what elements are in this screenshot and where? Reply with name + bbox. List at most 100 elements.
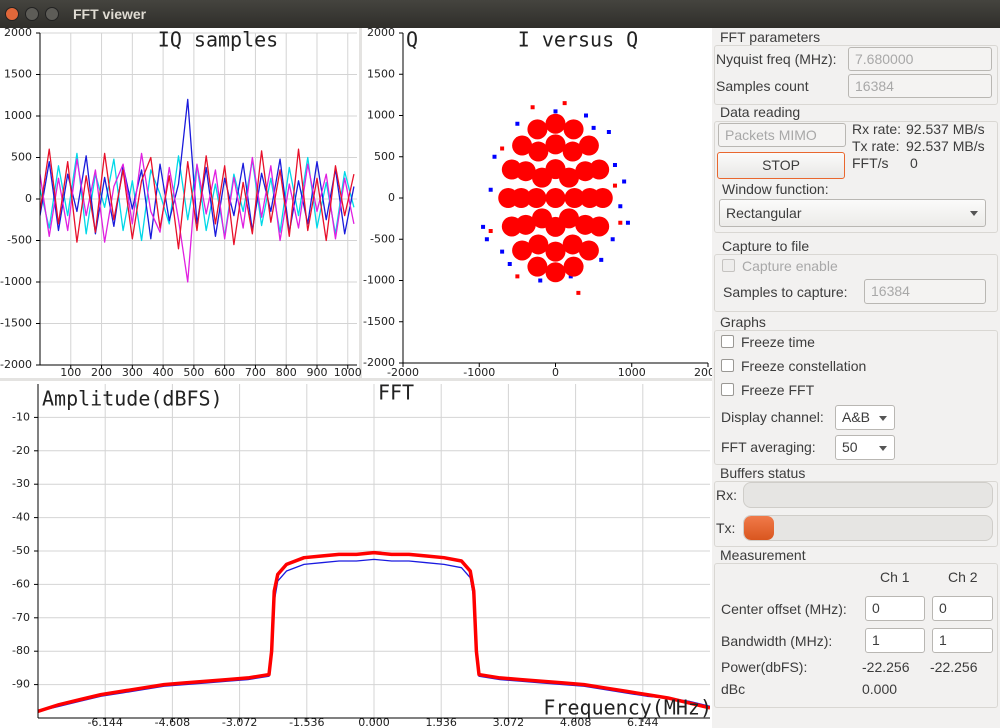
checkbox[interactable] [721, 359, 734, 372]
group-frame [714, 254, 998, 312]
field-label: FFT/s [852, 155, 889, 171]
group-title: Graphs [720, 314, 766, 330]
progress-bar [743, 482, 993, 508]
point [564, 188, 585, 208]
group-title: Buffers status [720, 465, 806, 481]
field-label: Display channel: [721, 409, 824, 425]
field-value: -22.256 [930, 659, 978, 675]
text-field[interactable]: 1 [932, 628, 993, 653]
field-label: Tx: [716, 520, 736, 536]
close-button[interactable] [5, 7, 19, 21]
chart-title: IQ samples [158, 28, 278, 52]
point [562, 141, 583, 162]
point [562, 234, 583, 255]
checkbox[interactable] [721, 335, 734, 348]
x-tick-label: 0 [552, 366, 559, 379]
plot-area [481, 101, 630, 295]
text-field[interactable]: 0 [865, 596, 925, 621]
field-label: dBc [721, 681, 746, 697]
point [599, 257, 604, 262]
chart-title: I versus Q [518, 28, 638, 52]
x-tick-label: 1000 [334, 366, 362, 379]
checkbox [722, 259, 735, 272]
point [568, 274, 573, 279]
x-tick-label: -2000 [387, 366, 419, 379]
text-field[interactable]: 1 [865, 628, 925, 653]
y-tick-label: -80 [12, 644, 30, 657]
x-tick-label: 1.536 [425, 716, 457, 728]
y-tick-label: -10 [12, 410, 30, 423]
point [528, 141, 549, 162]
text-field[interactable]: 7.680000 [848, 47, 992, 71]
point [498, 188, 519, 208]
point [591, 125, 596, 130]
y-tick-label: 1500 [367, 67, 395, 80]
point [592, 188, 613, 208]
x-tick-label: 1000 [618, 366, 646, 379]
x-tick-label: -6.144 [87, 716, 122, 728]
point [492, 154, 497, 159]
y-tick-label: -20 [12, 444, 30, 457]
point [507, 262, 512, 266]
minimize-button[interactable] [25, 7, 39, 21]
point [610, 237, 615, 242]
point [545, 262, 566, 283]
group-title: Measurement [720, 547, 806, 563]
checkbox[interactable] [721, 383, 734, 396]
series-line [40, 152, 355, 283]
spin-box[interactable]: 16384 [864, 279, 986, 304]
y-tick-label: -500 [7, 234, 32, 247]
y-tick-label: 500 [374, 150, 395, 163]
checkbox-label: Capture enable [742, 258, 838, 274]
spin-box[interactable]: 50 [835, 435, 895, 460]
point [484, 237, 489, 242]
point [589, 159, 610, 180]
group-frame [714, 481, 998, 547]
point [589, 216, 610, 237]
group-frame [714, 330, 998, 465]
spin-box[interactable]: A&B [835, 405, 895, 430]
field-label: Power(dbFS): [721, 659, 808, 675]
window-title: FFT viewer [73, 6, 147, 22]
field-label: Window function: [722, 181, 829, 197]
y-tick-label: -2000 [0, 358, 32, 371]
field-label: Rx: [716, 487, 737, 503]
series-line [38, 550, 710, 713]
field-value: 92.537 MB/s [906, 138, 985, 154]
x-tick-label: 600 [214, 366, 235, 379]
field-label: Rx rate: [852, 121, 902, 137]
x-tick-label: 300 [122, 366, 143, 379]
title-bar: FFT viewer [0, 0, 1000, 28]
field-label: Nyquist freq (MHz): [716, 51, 837, 67]
checkbox-label: Freeze time [741, 334, 815, 350]
point [606, 130, 611, 134]
point [563, 119, 584, 140]
x-tick-label: 400 [153, 366, 174, 379]
spin-box[interactable]: 16384 [848, 74, 992, 98]
group-frame [714, 45, 998, 105]
field-label: Tx rate: [852, 138, 900, 154]
y-tick-label: 1500 [4, 68, 32, 81]
y-tick-label: -50 [12, 544, 30, 557]
dropdown[interactable]: Packets MIMO [718, 123, 846, 147]
text-field[interactable]: 0 [932, 596, 993, 621]
field-value: -22.256 [862, 659, 910, 675]
dropdown[interactable]: Rectangular [719, 199, 986, 227]
point [527, 119, 548, 140]
y-tick-label: 500 [11, 151, 32, 164]
field-label: Bandwidth (MHz): [721, 633, 833, 649]
x-tick-label: 4.608 [560, 716, 592, 728]
stop-button[interactable]: STOP [717, 152, 845, 179]
y-tick-label: -1000 [0, 275, 32, 288]
y-tick-label: -1000 [363, 274, 395, 287]
chart: -2000 -1500 -1000 -500 0 500 1000 1500 2000 100 20… [0, 26, 362, 379]
group-title: Data reading [720, 104, 801, 120]
field-label: Samples to capture: [723, 284, 848, 300]
maximize-button[interactable] [45, 7, 59, 21]
point [563, 256, 584, 277]
point [562, 101, 567, 106]
point [578, 135, 599, 156]
y-axis-label: Q [406, 28, 418, 52]
point [501, 159, 522, 180]
y-tick-label: -90 [12, 678, 30, 691]
